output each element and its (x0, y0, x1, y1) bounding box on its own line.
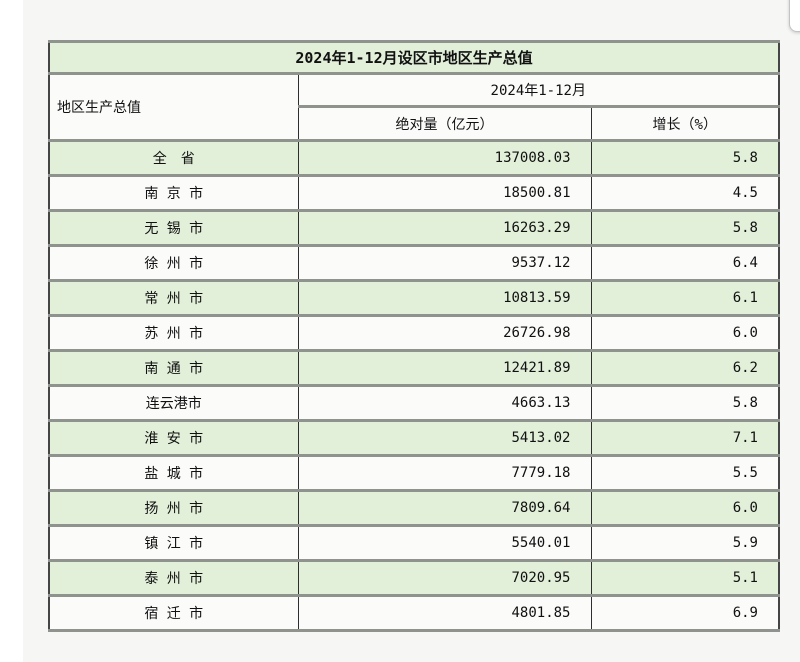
table-title-row: 2024年1-12月设区市地区生产总值 (48, 40, 780, 75)
growth-value-cell: 6.0 (590, 314, 780, 352)
table-row: 扬 州 市 7809.64 6.0 (48, 489, 780, 527)
table-row: 全 省 137008.03 5.8 (48, 139, 780, 177)
table-title: 2024年1-12月设区市地区生产总值 (48, 40, 780, 75)
table-row: 连云港市 4663.13 5.8 (48, 384, 780, 422)
growth-value-cell: 6.0 (590, 489, 780, 527)
absolute-value-cell: 12421.89 (297, 349, 592, 387)
column-header-growth: 增长（%） (590, 105, 780, 142)
region-name-cell: 宿 迁 市 (48, 594, 299, 632)
growth-value-cell: 4.5 (590, 174, 780, 212)
growth-value-cell: 5.5 (590, 454, 780, 492)
column-header-absolute: 绝对量（亿元） (297, 105, 592, 142)
absolute-value-cell: 5540.01 (297, 524, 592, 562)
growth-value-cell: 5.9 (590, 524, 780, 562)
region-name-cell: 南 京 市 (48, 174, 299, 212)
absolute-value-cell: 26726.98 (297, 314, 592, 352)
absolute-value-cell: 5413.02 (297, 419, 592, 457)
region-name-cell: 无 锡 市 (48, 209, 299, 247)
absolute-value-cell: 10813.59 (297, 279, 592, 317)
table-row: 宿 迁 市 4801.85 6.9 (48, 594, 780, 632)
growth-value-cell: 6.2 (590, 349, 780, 387)
region-name-cell: 常 州 市 (48, 279, 299, 317)
growth-value-cell: 5.1 (590, 559, 780, 597)
table-row: 徐 州 市 9537.12 6.4 (48, 244, 780, 282)
column-header-period: 2024年1-12月 (297, 72, 780, 108)
region-name-cell: 全 省 (48, 139, 299, 177)
region-name-cell: 苏 州 市 (48, 314, 299, 352)
region-name-cell: 连云港市 (48, 384, 299, 422)
absolute-value-cell: 7779.18 (297, 454, 592, 492)
table-row: 南 京 市 18500.81 4.5 (48, 174, 780, 212)
table-row: 苏 州 市 26726.98 6.0 (48, 314, 780, 352)
table-header-row-2: 绝对量（亿元） 增长（%） (49, 105, 780, 142)
table-row: 南 通 市 12421.89 6.2 (48, 349, 780, 387)
table-row: 镇 江 市 5540.01 5.9 (48, 524, 780, 562)
table-header-row-1: 地区生产总值 2024年1-12月 (48, 72, 780, 142)
growth-value-cell: 5.8 (590, 139, 780, 177)
absolute-value-cell: 7809.64 (297, 489, 592, 527)
gdp-table: 2024年1-12月设区市地区生产总值 地区生产总值 2024年1-12月 绝对… (48, 40, 780, 632)
absolute-value-cell: 18500.81 (297, 174, 592, 212)
region-name-cell: 镇 江 市 (48, 524, 299, 562)
table-row: 盐 城 市 7779.18 5.5 (48, 454, 780, 492)
region-name-cell: 南 通 市 (48, 349, 299, 387)
region-name-cell: 盐 城 市 (48, 454, 299, 492)
table-row: 常 州 市 10813.59 6.1 (48, 279, 780, 317)
region-name-cell: 淮 安 市 (48, 419, 299, 457)
absolute-value-cell: 7020.95 (297, 559, 592, 597)
absolute-value-cell: 9537.12 (297, 244, 592, 282)
absolute-value-cell: 16263.29 (297, 209, 592, 247)
growth-value-cell: 6.1 (590, 279, 780, 317)
growth-value-cell: 5.8 (590, 384, 780, 422)
table-row: 无 锡 市 16263.29 5.8 (48, 209, 780, 247)
growth-value-cell: 7.1 (590, 419, 780, 457)
scroll-corner-widget[interactable] (789, 0, 800, 32)
absolute-value-cell: 4663.13 (297, 384, 592, 422)
region-name-cell: 徐 州 市 (48, 244, 299, 282)
table-row: 泰 州 市 7020.95 5.1 (48, 559, 780, 597)
table-row: 淮 安 市 5413.02 7.1 (48, 419, 780, 457)
column-header-region: 地区生产总值 (48, 72, 299, 142)
absolute-value-cell: 4801.85 (297, 594, 592, 632)
growth-value-cell: 6.9 (590, 594, 780, 632)
growth-value-cell: 6.4 (590, 244, 780, 282)
region-name-cell: 泰 州 市 (48, 559, 299, 597)
region-name-cell: 扬 州 市 (48, 489, 299, 527)
growth-value-cell: 5.8 (590, 209, 780, 247)
absolute-value-cell: 137008.03 (297, 139, 592, 177)
